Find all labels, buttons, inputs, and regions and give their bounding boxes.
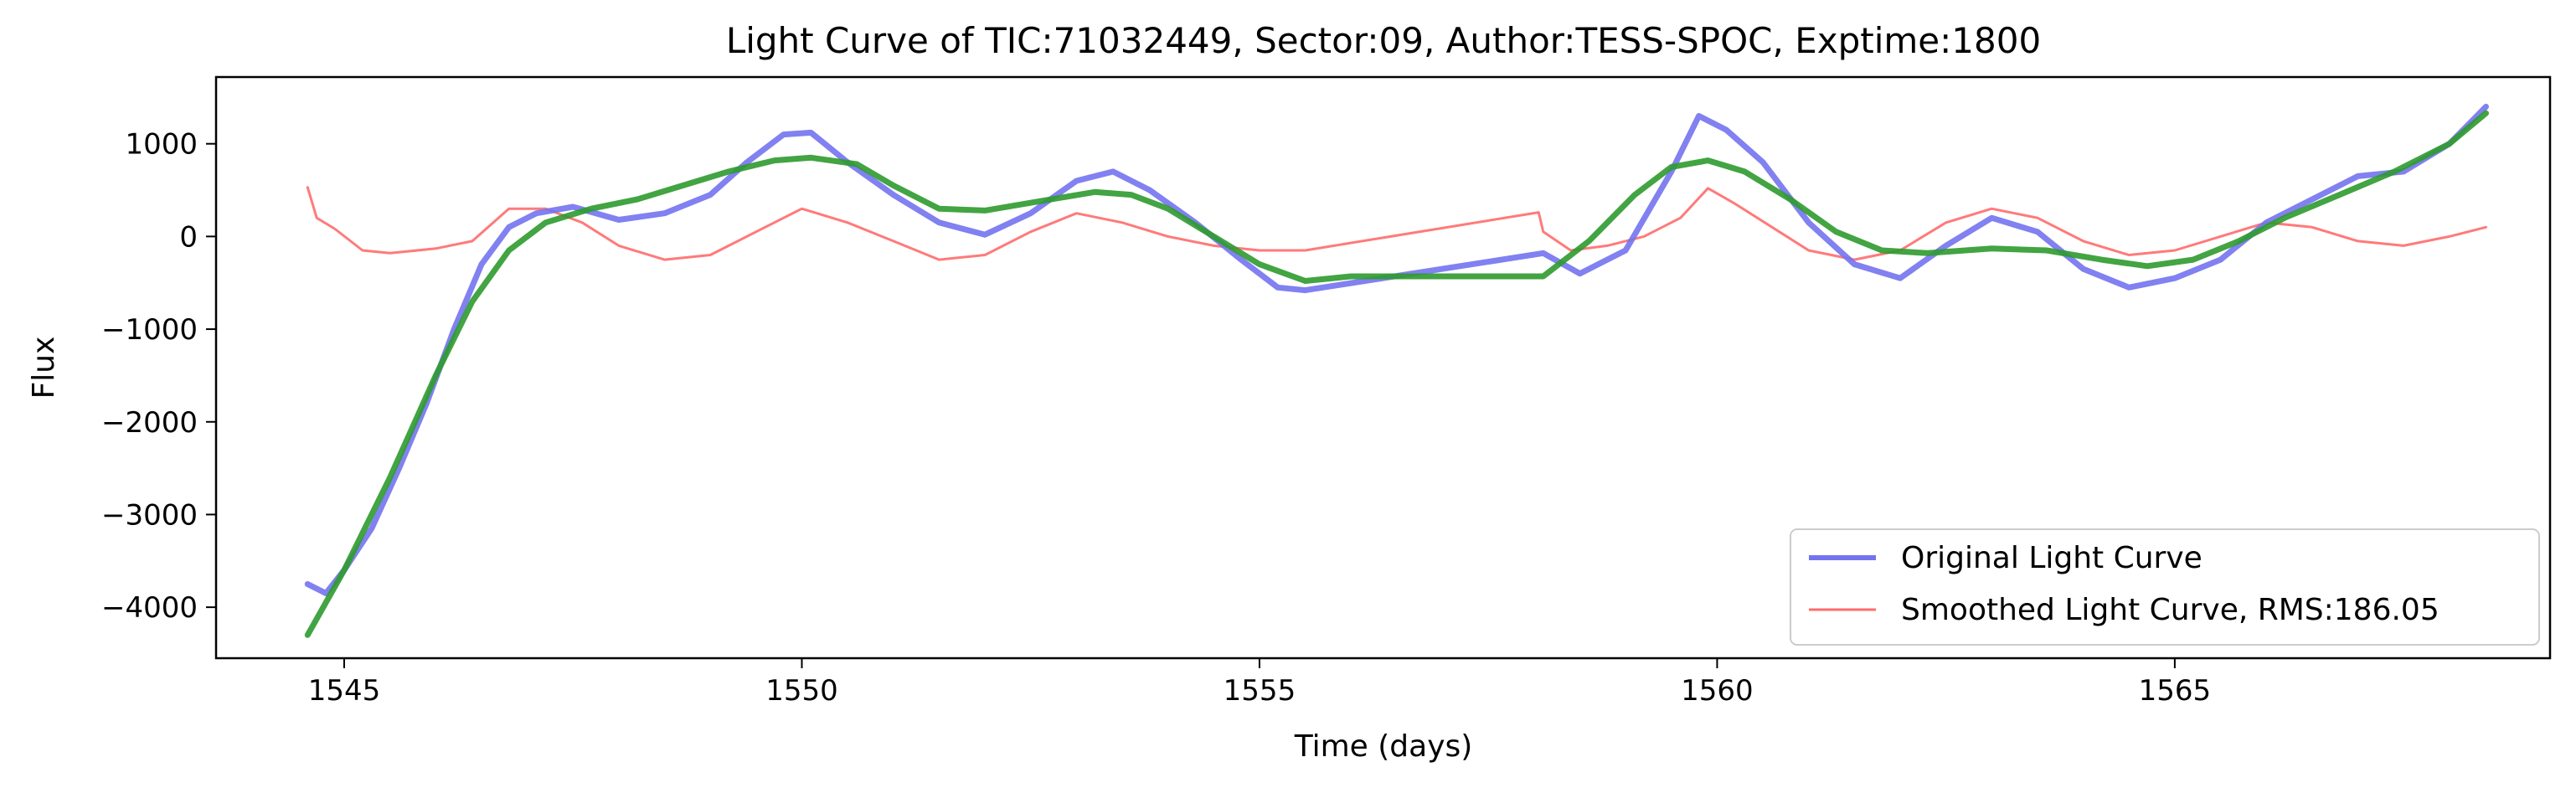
- plot-frame: [214, 75, 2552, 660]
- y-tick-label: −1000: [101, 313, 198, 347]
- legend-label-smoothed: Smoothed Light Curve, RMS:186.05: [1901, 593, 2439, 627]
- series-line-fit: [304, 110, 2489, 638]
- x-tick-label: 1550: [765, 674, 838, 708]
- y-tick-label: 0: [179, 220, 198, 254]
- x-axis-label: Time (days): [1294, 729, 1473, 764]
- x-tick-label: 1545: [308, 674, 381, 708]
- chart-title: Light Curve of TIC:71032449, Sector:09, …: [726, 20, 2041, 61]
- x-tick-label: 1555: [1224, 674, 1296, 708]
- y-tick-label: −4000: [101, 591, 198, 625]
- series-line-original: [304, 103, 2489, 596]
- x-axis: 1545 1550 1555 1560 1565: [308, 658, 2211, 708]
- y-tick-label: −3000: [101, 498, 198, 532]
- legend-label-original: Original Light Curve: [1901, 541, 2202, 575]
- x-tick-label: 1565: [2139, 674, 2212, 708]
- legend-box: [1790, 528, 2540, 646]
- y-axis-label: Flux: [27, 337, 61, 399]
- legend: Original Light Curve Smoothed Light Curv…: [1790, 528, 2540, 646]
- x-tick-label: 1560: [1681, 674, 1754, 708]
- y-tick-label: −2000: [101, 406, 198, 440]
- y-tick-label: 1000: [125, 128, 198, 162]
- series-line-smoothed: [306, 186, 2487, 261]
- series-layer: [304, 103, 2489, 638]
- y-axis: −4000 −3000 −2000 −1000 0 1000: [101, 128, 216, 625]
